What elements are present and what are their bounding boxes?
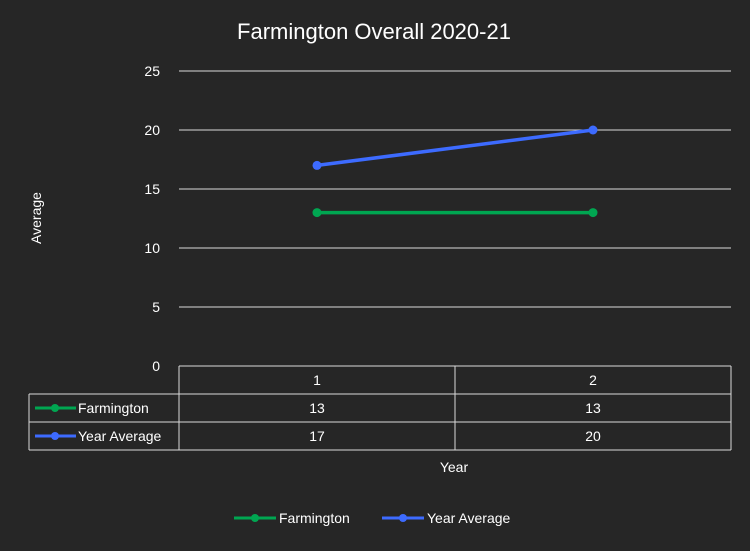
table-series-label: Year Average — [78, 428, 162, 444]
table-cell-value: 13 — [309, 400, 325, 416]
x-tick-label: 1 — [313, 372, 321, 388]
y-tick-label: 15 — [144, 181, 160, 197]
table-cell-value: 17 — [309, 428, 325, 444]
x-axis-title: Year — [440, 459, 469, 475]
data-point — [312, 160, 322, 170]
y-tick-label: 20 — [144, 122, 160, 138]
table-cell-value: 20 — [585, 428, 601, 444]
y-tick-label: 5 — [152, 299, 160, 315]
table-legend-marker — [51, 432, 59, 440]
legend-label: Year Average — [427, 510, 511, 526]
legend-marker — [251, 514, 259, 522]
data-table: 1 2 Farmington 13 13 Year Average 17 20 — [28, 365, 732, 451]
series-line — [316, 128, 594, 168]
legend-marker — [399, 514, 407, 522]
data-point — [312, 208, 322, 218]
y-tick-label: 0 — [152, 358, 160, 374]
series-lines — [312, 125, 598, 218]
table-cell-value: 13 — [585, 400, 601, 416]
legend: Farmington Year Average — [234, 510, 511, 526]
chart-title: Farmington Overall 2020-21 — [237, 19, 511, 44]
gridlines — [179, 70, 731, 308]
y-axis-title: Average — [28, 192, 44, 244]
table-legend-marker — [51, 404, 59, 412]
data-point — [588, 208, 598, 218]
table-series-label: Farmington — [78, 400, 149, 416]
y-tick-label: 25 — [144, 63, 160, 79]
legend-label: Farmington — [279, 510, 350, 526]
y-tick-label: 10 — [144, 240, 160, 256]
data-point — [588, 125, 598, 135]
x-tick-label: 2 — [589, 372, 597, 388]
y-axis-ticks: 0 5 10 15 20 25 — [144, 63, 160, 374]
